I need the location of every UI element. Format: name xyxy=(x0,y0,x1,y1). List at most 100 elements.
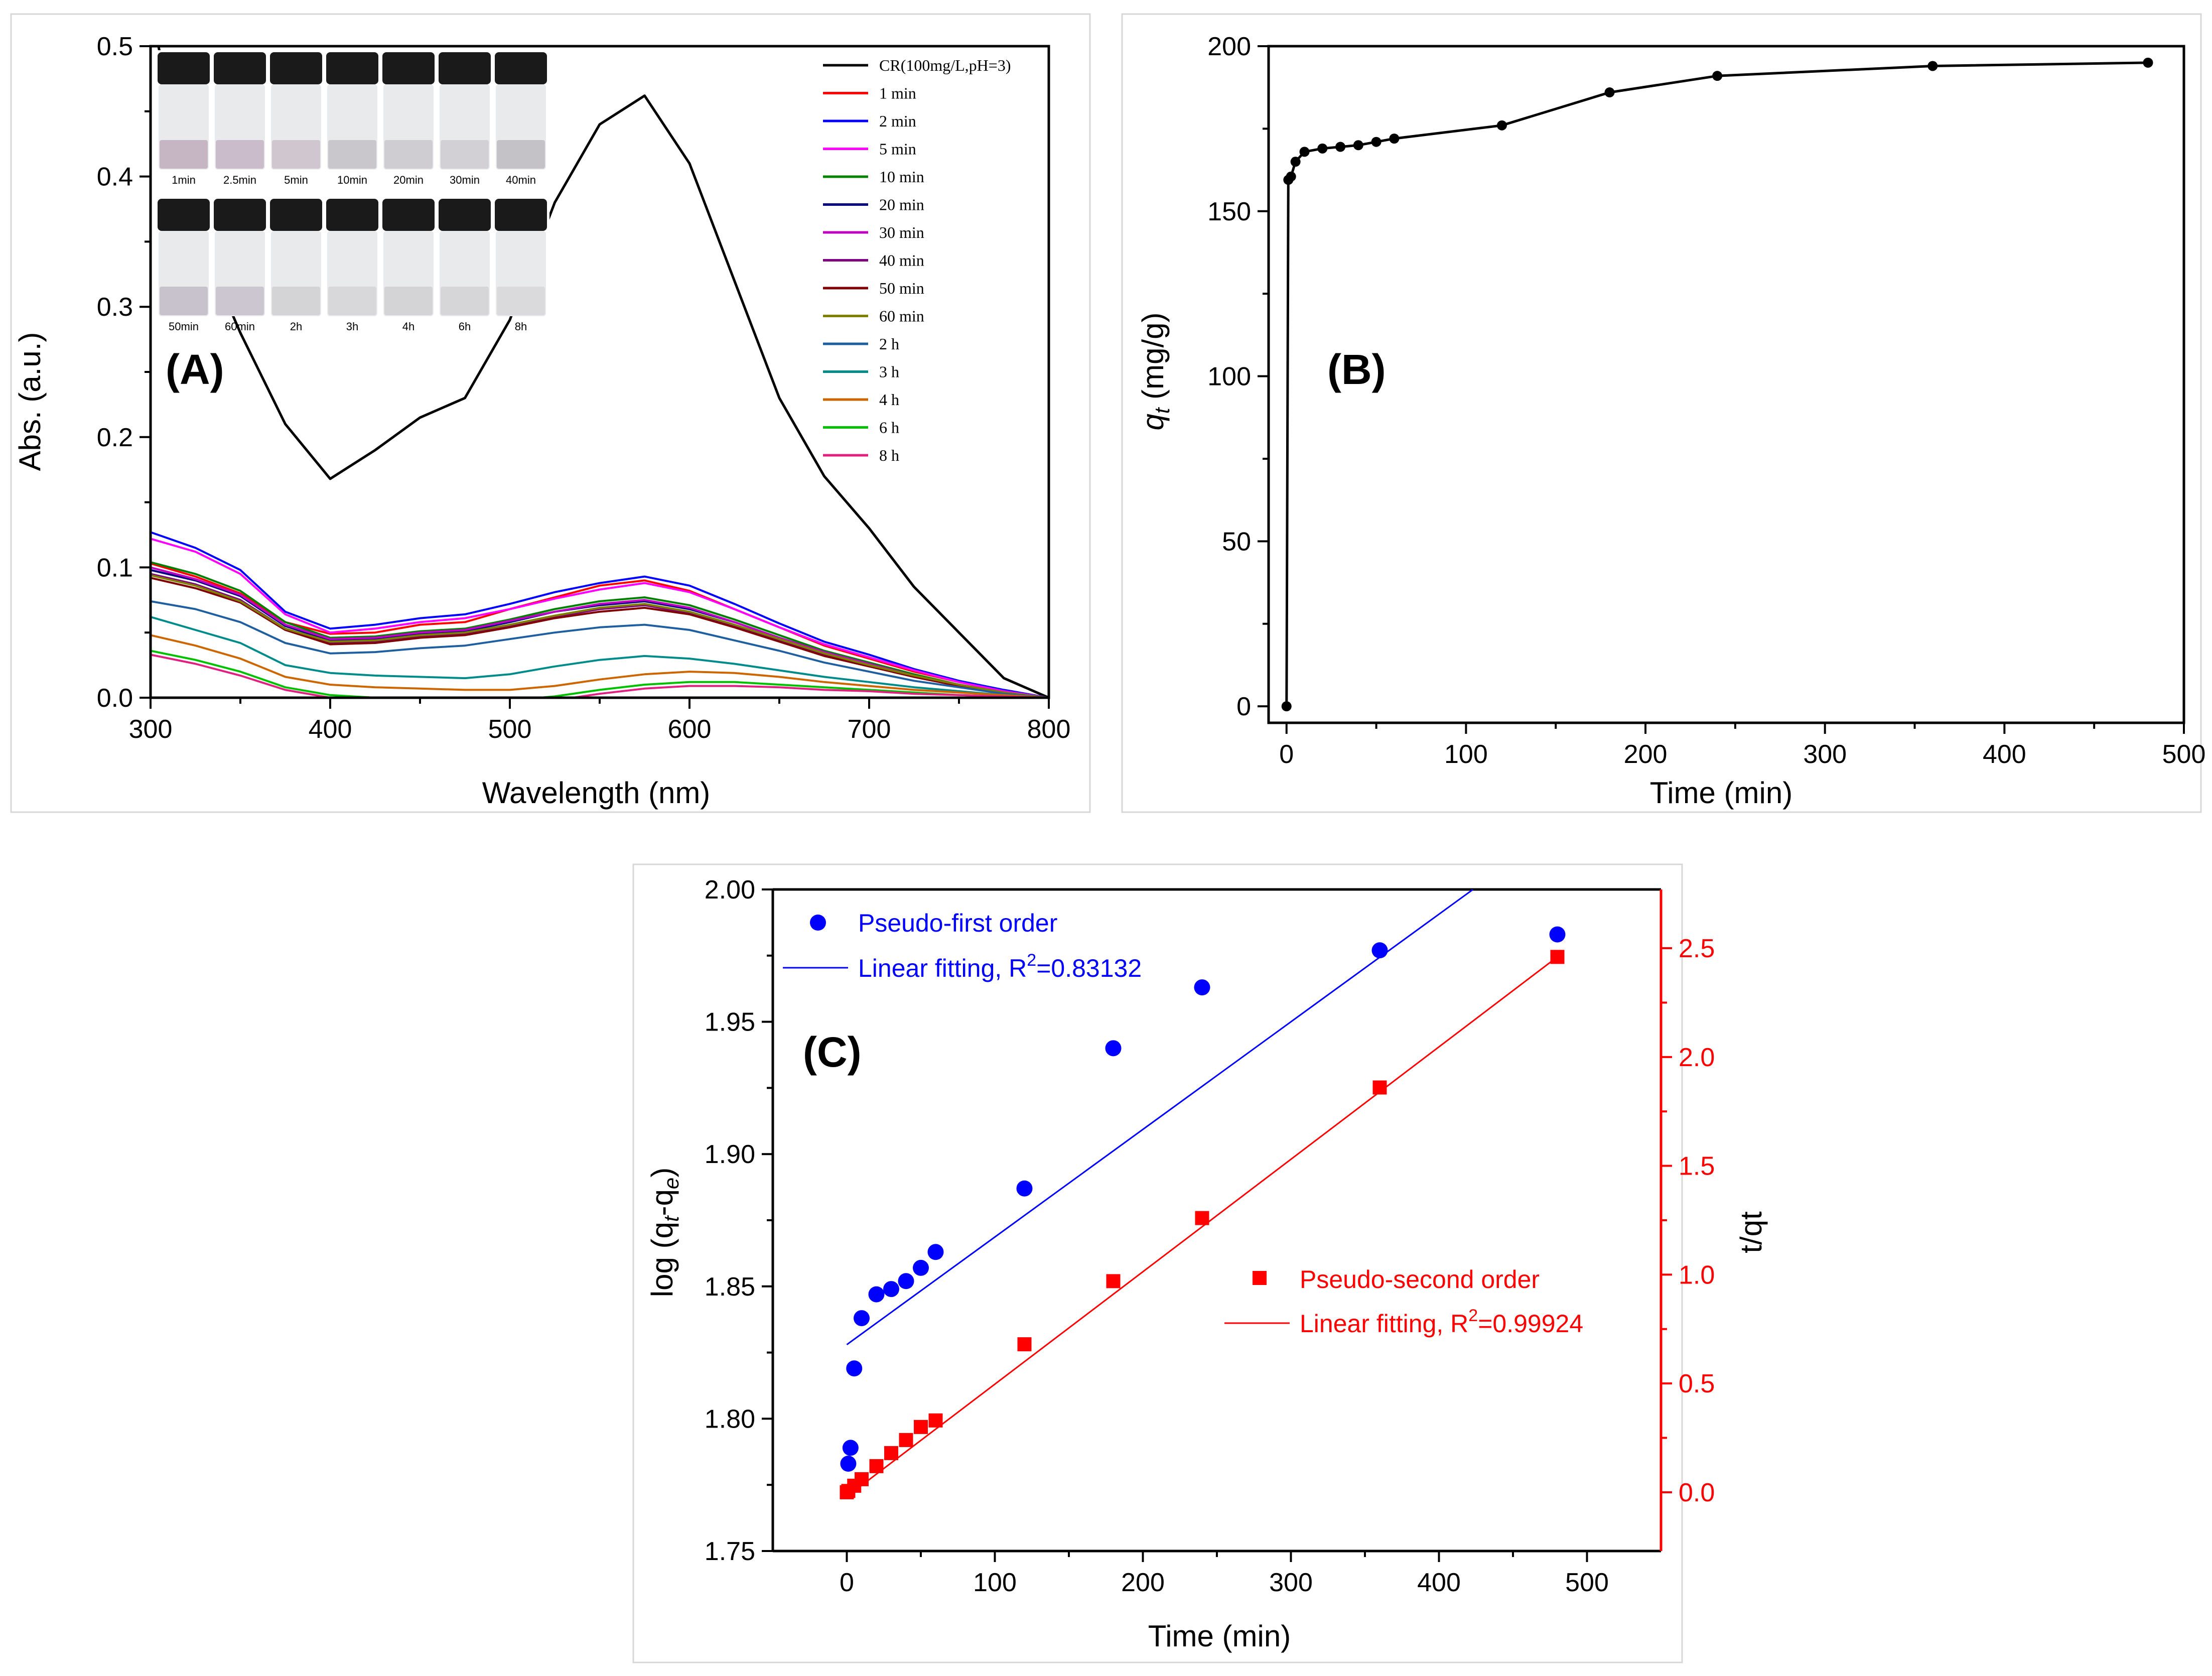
data-point xyxy=(1281,701,1292,712)
panel-c-xlabel: Time (min) xyxy=(1148,1619,1291,1653)
second-order-point xyxy=(899,1433,913,1447)
panel-a-xlabel: Wavelength (nm) xyxy=(482,776,711,810)
vial-cap xyxy=(495,199,547,231)
first-order-point xyxy=(883,1281,899,1298)
first-order-point xyxy=(898,1273,914,1290)
x-tick-label: 200 xyxy=(1121,1568,1165,1597)
series-line-50-min xyxy=(151,577,1049,698)
panel-b-ylabel: qt (mg/g) xyxy=(1136,312,1174,430)
series-line-5-min xyxy=(151,538,1049,698)
x-tick-label: 400 xyxy=(1417,1568,1461,1597)
vial-liquid xyxy=(497,140,545,169)
panel-c-label: (C) xyxy=(803,1028,862,1076)
vial-cap xyxy=(495,52,547,84)
vial-label: 4h xyxy=(402,320,414,333)
panel-c: 0 100 200 300 400 5001.751.801.851.901.952.00… xyxy=(645,875,1768,1653)
panel-b-label: (B) xyxy=(1327,346,1386,393)
vial-cap xyxy=(382,199,435,231)
first-order-point xyxy=(854,1310,870,1327)
vial-label: 2h xyxy=(290,320,302,333)
vial-cap xyxy=(439,52,491,84)
panel-a-label: (A) xyxy=(166,346,224,393)
y-tick-label: 50 xyxy=(1222,527,1251,556)
legend-first-fit-sup: 2 xyxy=(1027,951,1036,970)
x-tick-label: 100 xyxy=(973,1568,1017,1597)
panel-b-series xyxy=(1281,57,2153,712)
legend-label: 50 min xyxy=(879,279,924,297)
panel-a-ylabel: Abs. (a.u.) xyxy=(13,332,47,471)
vial-cap xyxy=(326,52,378,84)
y-tick-label: 0.4 xyxy=(97,163,133,192)
data-point xyxy=(1290,157,1301,167)
vial-cap xyxy=(214,52,266,84)
y-tick-label: 0.5 xyxy=(97,32,133,61)
vial-label: 50min xyxy=(169,320,199,333)
x-tick-label: 500 xyxy=(1565,1568,1609,1597)
series-line-2-min xyxy=(151,531,1049,698)
legend-second-fit-sup: 2 xyxy=(1468,1306,1478,1325)
second-order-point xyxy=(1017,1337,1032,1352)
panel-b-plot-frame xyxy=(1267,45,2185,724)
x-tick-label: 0 xyxy=(840,1568,854,1597)
y-right-tick-label: 1.0 xyxy=(1679,1260,1715,1290)
data-point xyxy=(1496,120,1507,131)
series-line-6-h xyxy=(151,650,1049,698)
panel-b-axes: 0 100 200 300 400 500 0 50 100 150 200 xyxy=(1207,32,2205,769)
series-line-cr-100mg-l-ph-3- xyxy=(157,46,1049,698)
vial-cap xyxy=(270,199,322,231)
panel-b-xlabel: Time (min) xyxy=(1650,776,1792,810)
y-tick-label: 0.0 xyxy=(97,684,133,713)
vial-liquid xyxy=(441,287,489,315)
first-order-point xyxy=(1549,926,1566,943)
x-tick-label: 300 xyxy=(1803,740,1847,769)
vial-label: 40min xyxy=(506,174,536,186)
vial-label: 5min xyxy=(284,174,308,186)
vial-label: 3h xyxy=(346,320,358,333)
legend-label: 6 h xyxy=(879,419,899,437)
vial-cap xyxy=(214,199,266,231)
panel-a-lines xyxy=(151,46,1049,698)
vial-label: 20min xyxy=(393,174,424,186)
y-tick-label: 0.1 xyxy=(97,553,133,582)
panel-b: 0 100 200 300 400 500 0 50 100 150 200 (B) Time (m… xyxy=(1136,32,2205,810)
panel-a: 300 400 500 600 700 800 0.0 0.1 0.2 0.3 0.4 0.5 1mi… xyxy=(13,32,1071,810)
series-line-2-h xyxy=(151,600,1049,698)
series-line-10-min xyxy=(151,561,1049,698)
vial-label: 10min xyxy=(337,174,367,186)
x-tick-label: 800 xyxy=(1027,715,1071,744)
first-order-point xyxy=(868,1286,885,1303)
legend-label: 10 min xyxy=(879,168,924,186)
legend-first-order-label: Pseudo-first order xyxy=(858,909,1057,937)
vial-cap xyxy=(326,199,378,231)
y-left-tick-label: 1.75 xyxy=(705,1537,755,1566)
x-tick-label: 0 xyxy=(1279,740,1294,769)
legend-second-fit-label: Linear fitting, R2=0.99924 xyxy=(1300,1306,1583,1338)
vial-liquid xyxy=(384,140,433,169)
legend-first-fit-r2: =0.83132 xyxy=(1036,954,1142,982)
x-tick-label: 300 xyxy=(1269,1568,1313,1597)
data-point xyxy=(1317,143,1328,154)
legend-label: 4 h xyxy=(879,391,899,409)
legend-first-fit-label: Linear fitting, R2=0.83132 xyxy=(858,951,1142,982)
second-order-point xyxy=(1106,1274,1121,1288)
panel-a-legend: CR(100mg/L,pH=3) 1 min 2 min 5 min 10 min 20 … xyxy=(823,56,1011,464)
data-point xyxy=(1371,137,1381,147)
legend-first-fit-text: Linear fitting, R xyxy=(858,954,1027,982)
vial-liquid xyxy=(441,140,489,169)
first-order-point xyxy=(842,1440,859,1456)
panel-c-ylabel-right: t/qt xyxy=(1734,1211,1768,1253)
vial-liquid xyxy=(216,287,264,315)
vial-liquid xyxy=(328,287,376,315)
x-tick-label: 300 xyxy=(129,715,173,744)
second-order-fit-line xyxy=(846,956,1558,1497)
x-tick-label: 600 xyxy=(668,715,712,744)
legend-label: 2 h xyxy=(879,335,899,353)
panel-c-axes: 0 100 200 300 400 5001.751.801.851.901.952.00… xyxy=(705,875,1715,1597)
y-tick-label: 0.2 xyxy=(97,423,133,452)
data-point xyxy=(1927,61,1938,71)
vial-liquid xyxy=(272,140,320,169)
panel-c-frame xyxy=(632,863,1683,1663)
vial-liquid xyxy=(497,287,545,315)
legend-label: 8 h xyxy=(879,446,899,464)
